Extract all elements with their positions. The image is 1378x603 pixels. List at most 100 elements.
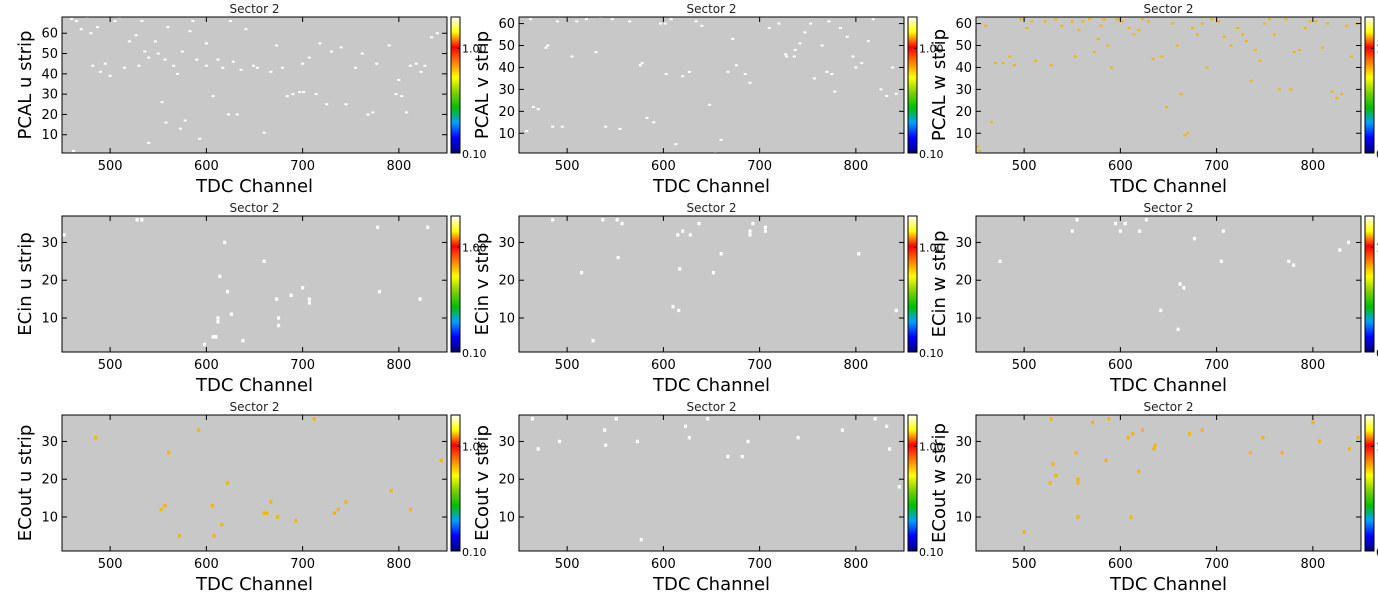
y-tick-label: 30 bbox=[498, 435, 515, 450]
heatmap-cell bbox=[1153, 443, 1157, 447]
heatmap-cell bbox=[195, 58, 199, 61]
plot-frame bbox=[518, 215, 905, 353]
heatmap-cell bbox=[827, 20, 831, 23]
y-tick-label: 10 bbox=[498, 312, 515, 327]
y-tick-label: 20 bbox=[498, 105, 515, 120]
heatmap-cell bbox=[1138, 229, 1142, 233]
heatmap-cell bbox=[708, 103, 712, 106]
x-axis-label: TDC Channel bbox=[652, 176, 770, 197]
heatmap-cell bbox=[544, 46, 548, 49]
colorbar-tick-label: 0.10 bbox=[462, 546, 487, 559]
heatmap-cell bbox=[1308, 20, 1312, 23]
plot-frame bbox=[975, 414, 1362, 552]
heatmap-cell bbox=[615, 218, 619, 222]
heatmap-cell bbox=[1311, 420, 1315, 425]
heatmap-cell bbox=[677, 308, 681, 313]
y-tick-label: 10 bbox=[955, 312, 972, 327]
heatmap-cell bbox=[1107, 417, 1111, 421]
heatmap-cell bbox=[1140, 18, 1145, 21]
heatmap-cell bbox=[1151, 57, 1155, 60]
heatmap-cell bbox=[1314, 20, 1318, 23]
heatmap-cell bbox=[1137, 29, 1141, 32]
heatmap-cell bbox=[387, 44, 391, 47]
heatmap-cell bbox=[784, 53, 788, 56]
heatmap-cell bbox=[697, 221, 701, 226]
heatmap-cell bbox=[674, 143, 678, 146]
heatmap-cell bbox=[1258, 59, 1262, 62]
heatmap-cell bbox=[700, 24, 704, 27]
heatmap-cell bbox=[211, 95, 215, 98]
heatmap-cell bbox=[694, 20, 698, 23]
heatmap-cell bbox=[1076, 477, 1080, 481]
y-axis-label: ECout v strip bbox=[472, 425, 493, 541]
heatmap-cell bbox=[135, 218, 139, 222]
heatmap-cell bbox=[683, 424, 688, 429]
heatmap-cell bbox=[1188, 432, 1192, 436]
y-tick-label: 50 bbox=[41, 47, 58, 62]
y-axis-label: PCAL w strip bbox=[929, 29, 950, 141]
plot-area bbox=[976, 17, 1361, 153]
x-axis-label: TDC Channel bbox=[652, 574, 770, 595]
y-tick-label: 60 bbox=[955, 17, 972, 32]
heatmap-cell bbox=[1060, 24, 1064, 27]
heatmap-cell bbox=[291, 93, 295, 96]
panel-ecout-u: 500 600 700 800 10 20 30 Sector 2 TDC Channel 0.1… bbox=[15, 400, 487, 595]
heatmap-cell bbox=[681, 75, 685, 78]
heatmap-cell bbox=[584, 18, 588, 21]
panel-ecin-v: 500 600 700 800 10 20 30 Sector 2 TDC Channel 0.1… bbox=[472, 201, 944, 396]
panel-ecout-w: 500 600 700 800 10 20 30 Sector 2 TDC Channel 0.1… bbox=[929, 400, 1378, 595]
x-tick-label: 800 bbox=[386, 159, 411, 174]
heatmap-cell bbox=[833, 90, 837, 93]
plot-area bbox=[62, 415, 447, 551]
y-tick-label: 10 bbox=[41, 312, 58, 327]
x-tick-label: 700 bbox=[290, 358, 315, 373]
heatmap-cell bbox=[840, 428, 844, 432]
heatmap-cell bbox=[570, 55, 574, 58]
heatmap-cell bbox=[767, 26, 771, 29]
heatmap-cell bbox=[1092, 51, 1096, 54]
colorbar-tick-label: 0.10 bbox=[462, 148, 487, 161]
y-tick-label: 20 bbox=[41, 108, 58, 123]
colorbar-tick-label: 0.10 bbox=[919, 546, 944, 559]
heatmap-cell bbox=[664, 73, 668, 76]
heatmap-cell bbox=[1183, 134, 1187, 137]
heatmap-cell bbox=[423, 64, 427, 67]
colorbar bbox=[907, 215, 918, 353]
heatmap-cell bbox=[777, 22, 781, 25]
heatmap-cell bbox=[610, 18, 614, 21]
heatmap-cell bbox=[618, 127, 622, 130]
heatmap-cell bbox=[239, 68, 243, 71]
heatmap-cell bbox=[159, 507, 163, 512]
heatmap-cell bbox=[166, 26, 170, 29]
heatmap-cell bbox=[108, 74, 112, 77]
heatmap-cell bbox=[325, 103, 329, 106]
heatmap-cell bbox=[376, 225, 380, 230]
heatmap-cell bbox=[594, 51, 598, 54]
heatmap-cell bbox=[72, 149, 76, 152]
x-axis-label: TDC Channel bbox=[195, 176, 313, 197]
y-axis-label: ECout w strip bbox=[929, 423, 950, 543]
heatmap-cell bbox=[89, 32, 93, 35]
heatmap-cell bbox=[163, 503, 167, 508]
y-tick-label: 30 bbox=[41, 236, 58, 251]
x-tick-label: 500 bbox=[555, 159, 580, 174]
heatmap-cell bbox=[140, 218, 144, 222]
heatmap-cell bbox=[978, 149, 982, 152]
heatmap-cell bbox=[439, 458, 443, 463]
heatmap-cell bbox=[1277, 88, 1281, 91]
heatmap-cell bbox=[1292, 263, 1296, 267]
x-tick-label: 500 bbox=[98, 159, 123, 174]
heatmap-cell bbox=[226, 481, 230, 485]
heatmap-cell bbox=[530, 417, 535, 421]
heatmap-cell bbox=[798, 42, 802, 45]
heatmap-cell bbox=[1106, 44, 1110, 47]
x-tick-label: 700 bbox=[1204, 358, 1229, 373]
heatmap-cell bbox=[536, 108, 540, 111]
colorbar bbox=[1364, 414, 1375, 552]
heatmap-cell bbox=[1284, 18, 1288, 21]
heatmap-cell bbox=[1073, 55, 1077, 58]
heatmap-cell bbox=[546, 44, 550, 47]
colorbar-tick-label: 1.00 bbox=[462, 241, 487, 254]
panel-ecin-w: 500 600 700 800 10 20 30 Sector 2 TDC Channel 0.1… bbox=[929, 201, 1378, 396]
colorbar-tick-label: 0.10 bbox=[1376, 148, 1378, 161]
